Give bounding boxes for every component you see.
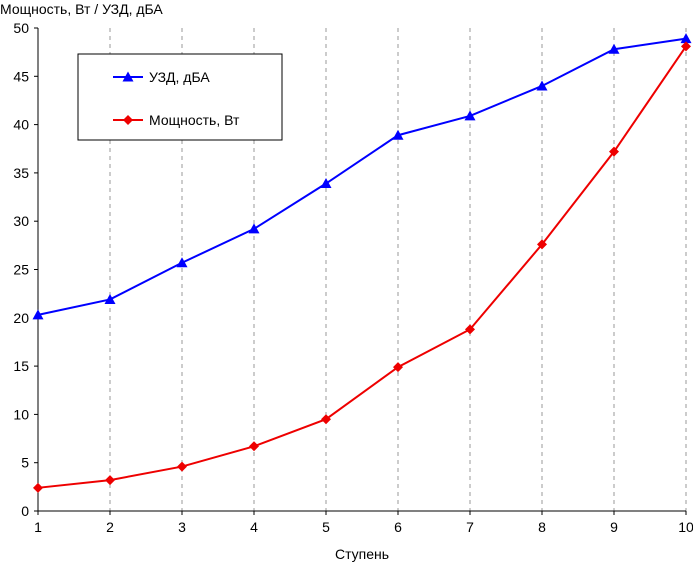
series-layer: [32, 33, 692, 493]
x-tick-label: 6: [394, 519, 402, 535]
data-point: [536, 80, 548, 91]
data-point: [393, 362, 403, 373]
data-point: [464, 110, 476, 121]
y-tick-label: 45: [13, 68, 29, 84]
y-tick-label: 0: [21, 503, 29, 519]
y-tick-label: 15: [13, 358, 29, 374]
series-line: [37, 45, 687, 489]
x-tick-label: 9: [610, 519, 618, 535]
data-point: [33, 482, 43, 493]
y-tick-label: 25: [13, 262, 29, 278]
data-point: [177, 461, 187, 472]
x-tick-label: 8: [538, 519, 546, 535]
data-point: [176, 257, 188, 268]
data-point: [321, 414, 331, 425]
legend-box: [77, 53, 283, 141]
x-tick-label: 1: [34, 519, 42, 535]
x-tick-label: 2: [106, 519, 114, 535]
data-point: [680, 33, 692, 44]
series-power: [33, 41, 691, 493]
data-point: [320, 178, 332, 189]
data-point: [609, 146, 619, 157]
data-point: [32, 309, 44, 320]
data-point: [105, 475, 115, 486]
data-point: [392, 129, 404, 140]
series-line: [37, 37, 687, 316]
x-tick-label: 7: [466, 519, 474, 535]
legend-marker-power: [123, 115, 133, 125]
data-point: [537, 239, 547, 250]
legend-label-power: Мощность, Вт: [149, 112, 240, 128]
y-tick-label: 50: [13, 20, 29, 36]
x-tick-label: 5: [322, 519, 330, 535]
legend-marker-uzd: [122, 71, 134, 82]
legend-label-uzd: УЗД, дБА: [149, 69, 210, 85]
y-tick-label: 5: [21, 455, 29, 471]
y-tick-label: 30: [13, 213, 29, 229]
x-tick-label: 3: [178, 519, 186, 535]
series-uzd: [32, 33, 692, 320]
y-axis-title: Мощность, Вт / УЗД, дБА: [0, 1, 163, 17]
legend: УЗД, дБА Мощность, Вт: [77, 53, 283, 141]
y-ticks: 0 5 10 15 20 25 30 35 40 45 50: [13, 20, 38, 519]
x-ticks: 1 2 3 4 5 6 7 8 9 10: [34, 511, 693, 535]
data-point: [465, 324, 475, 335]
y-tick-label: 10: [13, 406, 29, 422]
y-tick-label: 35: [13, 165, 29, 181]
data-point: [104, 293, 116, 304]
y-tick-label: 20: [13, 310, 29, 326]
x-tick-label: 4: [250, 519, 258, 535]
x-axis-title: Ступень: [335, 546, 389, 562]
y-tick-label: 40: [13, 117, 29, 133]
data-point: [681, 41, 691, 52]
data-point: [249, 441, 259, 452]
data-point: [608, 43, 620, 54]
data-point: [248, 223, 260, 234]
x-tick-label: 10: [678, 519, 693, 535]
